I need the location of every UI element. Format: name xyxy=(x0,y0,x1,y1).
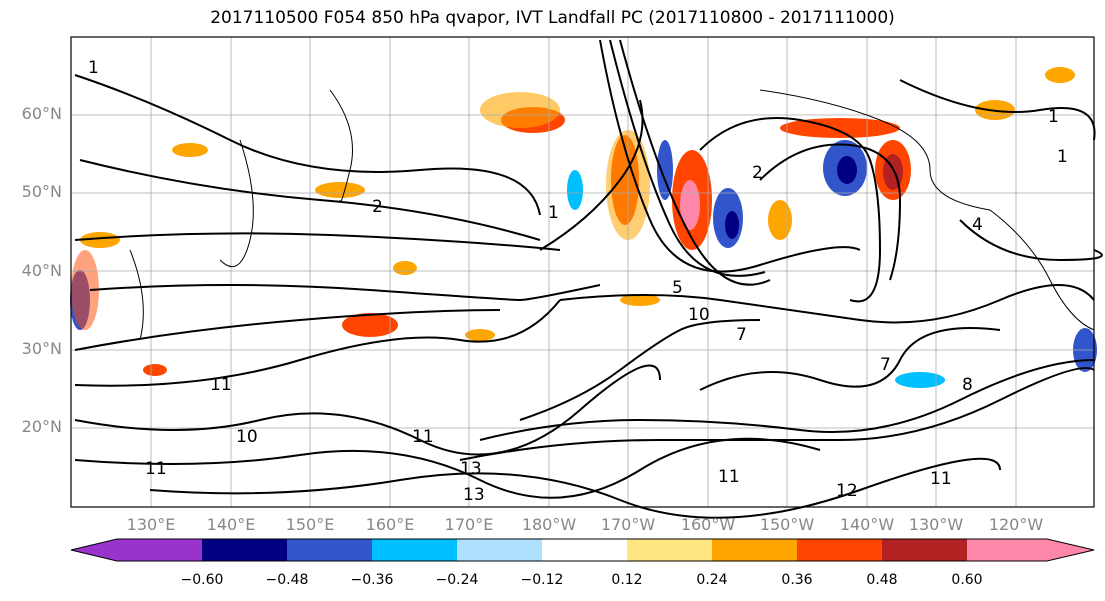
shade-blob xyxy=(480,92,560,128)
contour-label: 8 xyxy=(962,375,973,395)
contour-label: 2 xyxy=(752,163,763,183)
contour-label: 4 xyxy=(972,215,983,235)
lon-label: 120°W xyxy=(988,515,1044,534)
shade-blob xyxy=(567,170,583,210)
contour-label: 12 xyxy=(836,481,858,501)
contour-label: 11 xyxy=(145,459,167,479)
lat-label: 60°N xyxy=(21,104,62,123)
colorbar-tick-label: 0.48 xyxy=(866,572,898,588)
contour-label: 1 xyxy=(88,58,99,78)
shade-blob xyxy=(680,180,700,230)
colorbar-bin xyxy=(372,539,457,561)
colorbar-bin xyxy=(882,539,967,561)
lon-label: 170°E xyxy=(444,515,494,534)
contour-label: 11 xyxy=(930,469,952,489)
shade-blob xyxy=(768,200,792,240)
shade-blob xyxy=(172,143,208,157)
colorbar-extend-low xyxy=(71,539,117,561)
shade-blob xyxy=(1045,67,1075,83)
colorbar-bin xyxy=(712,539,797,561)
contour-label: 11 xyxy=(210,375,232,395)
lon-label: 160°E xyxy=(365,515,415,534)
contour-label: 10 xyxy=(688,305,710,325)
colorbar-tick-label: −0.24 xyxy=(435,572,479,588)
shade-blob xyxy=(80,232,120,248)
plot-title: 2017110500 F054 850 hPa qvapor, IVT Land… xyxy=(210,8,895,28)
lon-label: 140°W xyxy=(839,515,895,534)
contour-label: 13 xyxy=(463,485,485,505)
colorbar-tick-label: −0.60 xyxy=(180,572,224,588)
shade-blob xyxy=(315,182,365,198)
colorbar-tick-label: 0.60 xyxy=(951,572,983,588)
colorbar-tick-label: 0.24 xyxy=(696,572,728,588)
lon-label: 170°W xyxy=(600,515,656,534)
lon-label: 140°E xyxy=(206,515,256,534)
colorbar-bin xyxy=(542,539,627,561)
lat-label: 40°N xyxy=(21,261,62,280)
lon-label: 130°E xyxy=(126,515,176,534)
shade-blob xyxy=(143,364,167,376)
colorbar-tick-label: −0.36 xyxy=(350,572,394,588)
shade-blob xyxy=(837,156,857,184)
lon-label: 160°W xyxy=(680,515,736,534)
colorbar-outline xyxy=(70,538,1095,562)
shade-blob xyxy=(342,313,398,337)
shade-blob xyxy=(620,294,660,306)
contour-label: 1 xyxy=(1048,107,1059,127)
contour-label: 5 xyxy=(672,278,683,298)
contour-label-group: 1 2 1 2 1 1 5 10 7 11 11 11 13 13 11 12 … xyxy=(88,58,1068,505)
colorbar-tick-label: −0.48 xyxy=(265,572,309,588)
contour-label: 11 xyxy=(412,427,434,447)
contour-label: 2 xyxy=(372,197,383,217)
lat-label: 20°N xyxy=(21,417,62,436)
colorbar-tick-label: −0.12 xyxy=(520,572,564,588)
shade-blob xyxy=(71,250,99,330)
shade-blob xyxy=(725,211,739,239)
lat-label: 30°N xyxy=(21,339,62,358)
colorbar-bin xyxy=(457,539,542,561)
contour-label: 7 xyxy=(736,325,747,345)
shade-blob xyxy=(465,329,495,341)
contour-label: 1 xyxy=(548,203,559,223)
colorbar-bin xyxy=(967,539,1047,561)
graticule xyxy=(71,37,1094,507)
lon-label: 180°W xyxy=(521,515,577,534)
colorbar-bin xyxy=(202,539,287,561)
colorbar-bin xyxy=(627,539,712,561)
colorbar-bin xyxy=(287,539,372,561)
shade-blob xyxy=(780,118,900,138)
lon-label: 130°W xyxy=(908,515,964,534)
colorbar-tick-label: 0.36 xyxy=(781,572,813,588)
contour-label: 7 xyxy=(880,355,891,375)
lon-label: 150°W xyxy=(759,515,815,534)
contour-label: 1 xyxy=(1057,147,1068,167)
coastlines xyxy=(129,89,1095,341)
shade-blob xyxy=(657,140,673,200)
ivt-contours xyxy=(74,39,1103,519)
contour-label: 11 xyxy=(718,467,740,487)
contour-label: 10 xyxy=(236,427,258,447)
map-frame xyxy=(70,36,1095,508)
lat-label: 50°N xyxy=(21,182,62,201)
contour-label: 13 xyxy=(460,459,482,479)
colorbar xyxy=(70,538,1095,562)
shade-blob xyxy=(393,261,417,275)
colorbar-bin xyxy=(117,539,202,561)
colorbar-bin xyxy=(797,539,882,561)
colorbar-tick-label: 0.12 xyxy=(611,572,643,588)
shade-blob xyxy=(895,372,945,388)
lon-label: 150°E xyxy=(285,515,335,534)
colorbar-extend-high xyxy=(1047,539,1094,561)
